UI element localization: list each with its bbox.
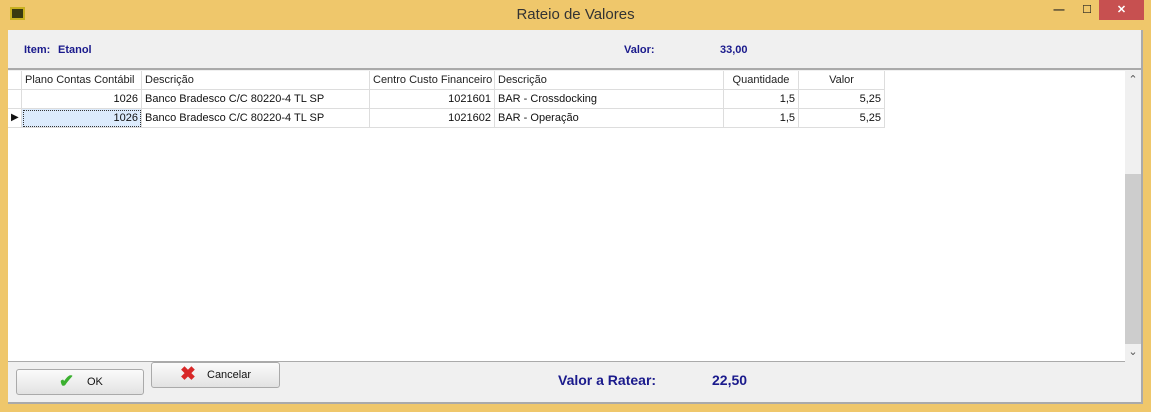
cancel-button[interactable]: ✖ Cancelar (151, 362, 280, 388)
ratear-label: Valor a Ratear: (558, 372, 657, 388)
cell-descricao-cc[interactable]: BAR - Crossdocking (495, 90, 724, 109)
cell-plano[interactable]: 1026 (22, 109, 142, 128)
maximize-button[interactable]: ☐ (1082, 4, 1092, 16)
cross-icon: ✖ (180, 364, 196, 385)
cell-centro[interactable]: 1021601 (370, 90, 495, 109)
cell-quantidade[interactable]: 1,5 (724, 90, 799, 109)
valor-label: Valor: (624, 44, 655, 56)
indicator-header (8, 71, 22, 90)
vertical-scrollbar[interactable]: ⌃ ⌄ (1125, 71, 1141, 362)
cell-valor[interactable]: 5,25 (799, 90, 885, 109)
minimize-button[interactable]: — (1053, 4, 1065, 16)
ok-button[interactable]: ✔ OK (16, 369, 144, 395)
cell-quantidade[interactable]: 1,5 (724, 109, 799, 128)
cell-valor[interactable]: 5,25 (799, 109, 885, 128)
col-plano-contas[interactable]: Plano Contas Contábil (22, 71, 142, 90)
cell-centro[interactable]: 1021602 (370, 109, 495, 128)
dialog-client: Item: Etanol Valor: 33,00 Plano Contas C… (8, 30, 1143, 404)
col-quantidade[interactable]: Quantidade (724, 71, 799, 90)
cell-descricao[interactable]: Banco Bradesco C/C 80220-4 TL SP (142, 90, 370, 109)
row-indicator (8, 90, 22, 109)
valor-value: 33,00 (720, 44, 748, 56)
cell-descricao[interactable]: Banco Bradesco C/C 80220-4 TL SP (142, 109, 370, 128)
item-header: Item: Etanol Valor: 33,00 (8, 30, 1141, 70)
col-centro-custo[interactable]: Centro Custo Financeiro (370, 71, 495, 90)
ok-label: OK (87, 376, 103, 388)
rateio-grid[interactable]: Plano Contas Contábil Descrição Centro C… (8, 71, 1141, 362)
cancel-label: Cancelar (207, 369, 252, 381)
scroll-thumb[interactable] (1125, 174, 1141, 344)
table-row[interactable]: 1026 Banco Bradesco C/C 80220-4 TL SP 10… (8, 90, 886, 109)
item-label: Item: (24, 44, 51, 56)
checkmark-icon: ✔ (59, 371, 75, 391)
window-title: Rateio de Valores (516, 6, 635, 23)
scroll-up-button[interactable]: ⌃ (1128, 74, 1138, 86)
cell-plano[interactable]: 1026 (22, 90, 142, 109)
col-descricao-cc[interactable]: Descrição (495, 71, 724, 90)
ratear-value: 22,50 (712, 372, 748, 388)
col-descricao[interactable]: Descrição (142, 71, 370, 90)
title-bar: Rateio de Valores (0, 0, 1151, 30)
item-value: Etanol (58, 44, 92, 56)
cell-descricao-cc[interactable]: BAR - Operação (495, 109, 724, 128)
app-icon (10, 7, 25, 20)
scroll-down-button[interactable]: ⌄ (1128, 346, 1138, 358)
close-button[interactable]: ✕ (1099, 0, 1144, 20)
grid-header-row: Plano Contas Contábil Descrição Centro C… (8, 71, 886, 90)
table-row-selected[interactable]: ▶ 1026 Banco Bradesco C/C 80220-4 TL SP … (8, 109, 886, 128)
current-row-arrow-icon: ▶ (8, 109, 22, 128)
col-valor[interactable]: Valor (799, 71, 885, 90)
